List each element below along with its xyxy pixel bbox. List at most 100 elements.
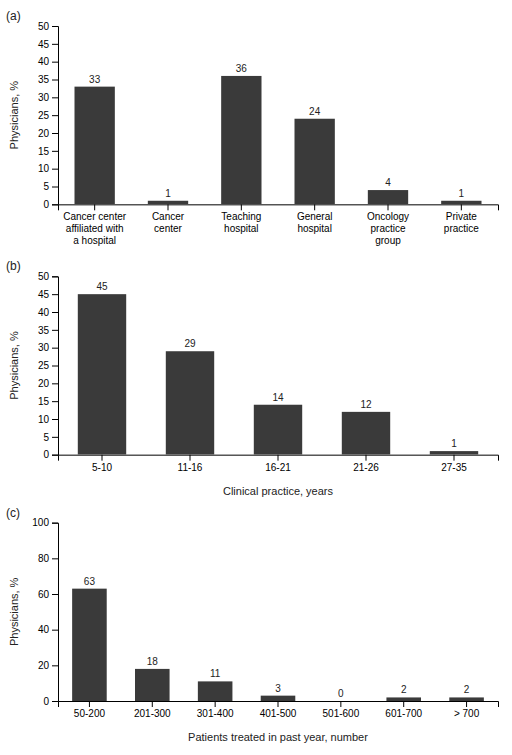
y-tick-mark [52,115,58,116]
data-label: 24 [309,106,321,117]
x-tick-label-line: 50-200 [74,708,106,719]
x-tick: Generalhospital [297,204,333,234]
x-tick-label: 601-700 [385,708,422,719]
x-tick-label-line: 5-10 [92,462,112,473]
bar [221,76,261,204]
x-tick-label: 401-500 [260,708,297,719]
x-tick-label-line: Private [446,211,478,222]
x-tick-mark [278,455,279,461]
panel: (b)051015202530354045505-1011-1616-2121-… [6,259,499,496]
x-tick-label: Privatepractice [444,211,479,234]
bar [198,681,233,701]
data-label: 11 [210,668,221,679]
x-tick-mark [94,204,95,210]
y-tick: 40 [38,307,58,318]
x-tick-mark [454,455,455,461]
y-tick: 30 [38,92,58,103]
y-tick-label: 45 [38,289,50,300]
x-axis: 5-1011-1616-2121-2627-35 [59,455,499,473]
y-tick-label: 50 [38,21,50,32]
data-label: 1 [165,188,171,199]
data-label: 2 [401,684,407,695]
x-tick: 16-21 [265,455,291,473]
y-tick: 100 [32,517,58,528]
data-label: 4 [385,177,391,188]
x-tick: Teachinghospital [221,204,261,234]
y-tick-label: 40 [38,307,50,318]
x-tick-label: Teachinghospital [221,211,261,234]
x-tick: Cancercenter [152,204,185,234]
x-tick-label-line: hospital [224,223,258,234]
y-tick-mark [52,630,58,631]
bar [148,201,188,205]
x-tick: 27-35 [441,455,467,473]
x-tick-mark [102,455,103,461]
x-axis: 50-200201-300301-400401-500501-600601-70… [59,701,499,719]
x-tick-mark [89,701,90,707]
x-tick-label: 5-10 [92,462,112,473]
y-tick-label: 100 [32,517,49,528]
x-tick-label-line: affiliated with [66,223,124,234]
data-label: 3 [275,683,281,694]
y-tick-label: 5 [43,181,49,192]
data-label: 36 [236,63,248,74]
bars [72,589,484,701]
bar [449,697,484,701]
x-tick: Cancer centeraffiliated witha hospital [63,204,126,246]
x-tick-label-line: 27-35 [441,462,467,473]
plot: 05101520253035404550Cancer centeraffilia… [8,21,499,247]
bar [75,87,115,205]
y-tick-mark [52,44,58,45]
x-tick-label-line: 11-16 [178,462,203,473]
y-tick-mark [52,187,58,188]
y-tick-label: 25 [38,110,50,121]
y-tick: 20 [38,660,58,671]
y-tick-mark [52,169,58,170]
data-label: 33 [89,74,101,85]
x-axis-title: Clinical practice, years [223,485,334,497]
x-tick-label: Generalhospital [297,211,333,234]
y-tick: 60 [38,589,58,600]
x-tick-label: 301-400 [197,708,234,719]
bar [386,697,421,701]
y-tick-mark [52,276,58,277]
x-tick-label: 501-600 [323,708,360,719]
x-tick: 401-500 [260,701,297,719]
y-tick-label: 40 [38,624,50,635]
x-tick: Oncologypracticegroup [367,204,409,246]
x-tick: 11-16 [178,455,203,473]
panel-title: (c) [6,506,20,520]
x-axis-line [59,205,499,211]
y-axis-title: Physicians, % [8,81,20,150]
x-tick: 501-600 [323,701,360,719]
x-tick-label: 16-21 [265,462,291,473]
bar [324,701,359,702]
y-tick-label: 25 [38,360,50,371]
y-axis: 05101520253035404550 [38,21,59,210]
bars [75,76,482,204]
x-tick: 50-200 [74,701,106,719]
x-tick-label-line: 601-700 [385,708,422,719]
x-tick-mark [215,701,216,707]
x-tick-label-line: practice [444,223,479,234]
panel-title: (a) [6,9,21,23]
y-tick: 5 [43,432,58,443]
y-tick: 15 [38,396,58,407]
y-tick-mark [52,312,58,313]
data-label: 1 [451,438,457,449]
x-tick-label-line: Cancer [152,211,185,222]
y-tick: 20 [38,128,58,139]
x-tick: Privatepractice [444,204,479,234]
y-tick-label: 0 [43,449,49,460]
y-tick: 45 [38,289,58,300]
y-tick-mark [52,151,58,152]
y-axis-line [52,27,59,205]
y-tick-label: 0 [43,696,49,707]
y-tick: 40 [38,56,58,67]
bars [78,294,478,454]
x-tick: 5-10 [92,455,112,473]
y-tick-mark [52,401,58,402]
y-tick: 10 [38,163,58,174]
panel: (a)05101520253035404550Cancer centeraffi… [6,9,499,246]
y-tick: 50 [38,21,58,32]
